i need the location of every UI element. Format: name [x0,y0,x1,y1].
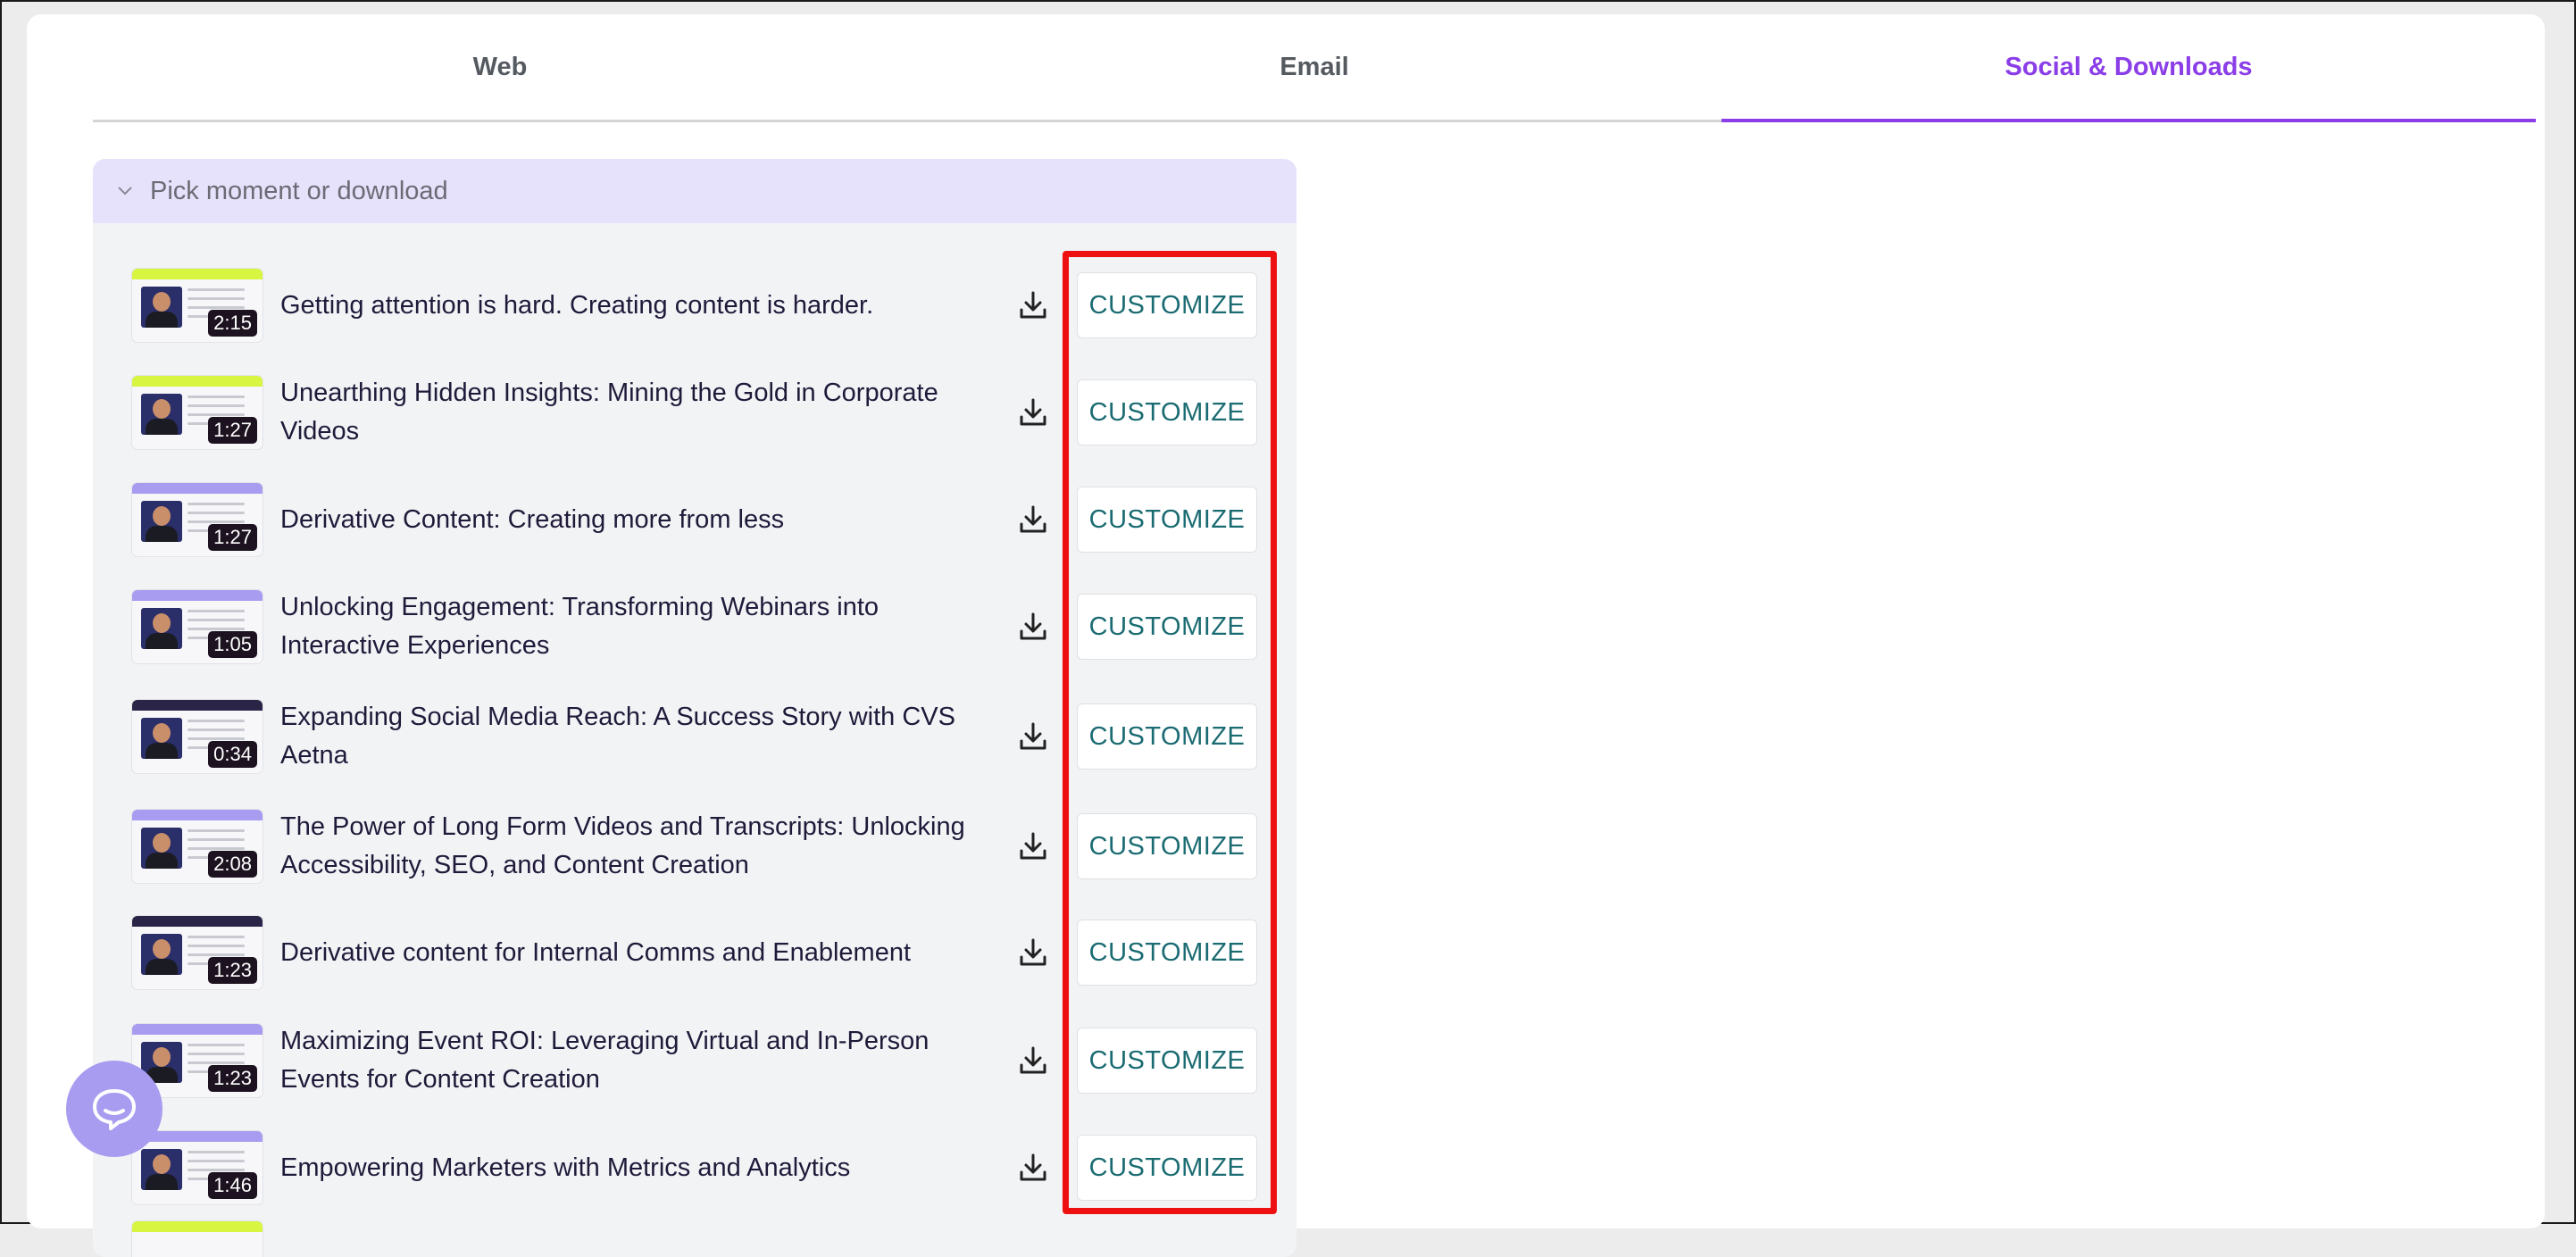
moment-thumbnail[interactable]: 1:05 [132,590,263,663]
download-icon[interactable] [1016,829,1050,863]
thumbnail-banner [132,700,263,711]
speaker-image [141,608,182,649]
customize-button[interactable]: CUSTOMIZE [1077,272,1257,338]
customize-button[interactable]: CUSTOMIZE [1077,379,1257,445]
moment-title: Maximizing Event ROI: Leveraging Virtual… [280,1027,930,1094]
moment-thumbnail[interactable]: 1:23 [132,916,263,989]
thumbnail-banner [132,1024,263,1035]
moment-thumbnail[interactable]: 1:46 [132,1131,263,1204]
thumbnail-banner [132,483,263,494]
duration-badge: 2:15 [208,310,257,337]
customize-button[interactable]: CUSTOMIZE [1077,813,1257,879]
moment-row[interactable]: 2:15 Getting attention is hard. Creating … [93,252,1296,359]
moment-thumbnail[interactable]: 1:27 [132,483,263,556]
speaker-image [141,394,182,435]
panel-header[interactable]: Pick moment or download [93,159,1296,223]
duration-badge: 1:46 [208,1172,257,1199]
thumbnail-banner [132,376,263,387]
thumbnail-banner [132,269,263,279]
customize-button[interactable]: CUSTOMIZE [1077,920,1257,986]
moment-row[interactable]: 0:34 Expanding Social Media Reach: A Succ… [93,683,1296,790]
tab-bar: Web Email Social & Downloads [93,14,2536,122]
moment-row[interactable]: 1:05 Unlocking Engagement: Transforming W… [93,573,1296,680]
moment-thumbnail[interactable]: 1:27 [132,376,263,449]
tab-social-downloads[interactable]: Social & Downloads [1722,14,2536,122]
moment-row[interactable]: 1:27 Unearthing Hidden Insights: Mining t… [93,359,1296,466]
duration-badge: 0:34 [208,741,257,768]
duration-badge: 2:08 [208,851,257,878]
chat-bubble-icon [93,1089,136,1130]
download-icon[interactable] [1016,720,1050,753]
moment-row[interactable]: 1:27 Derivative Content: Creating more fr… [93,466,1296,573]
moment-title: Getting attention is hard. Creating cont… [280,290,874,320]
moment-title: Unlocking Engagement: Transforming Webin… [280,593,880,660]
moment-thumbnail[interactable]: 2:08 [132,810,263,883]
moment-row[interactable]: 1:23 Derivative content for Internal Comm… [93,899,1296,1006]
customize-button[interactable]: CUSTOMIZE [1077,594,1257,660]
moment-row[interactable]: 2:08 The Power of Long Form Videos and Tr… [93,793,1296,900]
download-icon[interactable] [1016,503,1050,537]
customize-button[interactable]: CUSTOMIZE [1077,703,1257,770]
download-icon[interactable] [1016,1044,1050,1078]
speaker-image [141,501,182,542]
thumbnail-banner [132,810,263,820]
download-icon[interactable] [1016,395,1050,429]
moment-thumbnail[interactable]: 2:15 [132,269,263,342]
download-icon[interactable] [1016,1151,1050,1185]
speaker-image [141,287,182,328]
duration-badge: 1:27 [208,524,257,551]
moment-title: Unearthing Hidden Insights: Mining the G… [280,379,938,445]
customize-button[interactable]: CUSTOMIZE [1077,1028,1257,1094]
content-card: Web Email Social & Downloads Pick moment… [27,14,2545,1257]
thumbnail-banner [132,1131,263,1142]
moments-panel: Pick moment or download 2:15 Getting atte… [93,159,1296,1257]
moment-row[interactable]: 1:46 Empowering Marketers with Metrics an… [93,1114,1296,1221]
speaker-image [141,934,182,975]
customize-button[interactable]: CUSTOMIZE [1077,487,1257,553]
moment-title: The Power of Long Form Videos and Transc… [280,812,965,879]
chat-button[interactable] [66,1061,163,1157]
moment-title: Expanding Social Media Reach: A Success … [280,703,955,770]
download-icon[interactable] [1016,936,1050,970]
tab-web[interactable]: Web [472,52,528,81]
panel-header-label: Pick moment or download [150,176,448,205]
moment-title: Derivative content for Internal Comms an… [280,937,912,967]
moment-title: Empowering Marketers with Metrics and An… [280,1153,851,1182]
speaker-image [141,1149,182,1190]
thumbnail-banner [132,1221,263,1232]
moment-row[interactable]: 1:23 Maximizing Event ROI: Leveraging Vir… [93,1007,1296,1114]
duration-badge: 1:23 [208,957,257,984]
duration-badge: 1:27 [208,417,257,444]
chevron-down-icon [114,180,136,202]
customize-highlight-box [1063,251,1277,1214]
moment-title: Derivative Content: Creating more from l… [280,504,785,534]
download-icon[interactable] [1016,288,1050,322]
moment-thumbnail[interactable]: 0:34 [132,700,263,773]
thumbnail-banner [132,590,263,601]
duration-badge: 1:23 [208,1065,257,1092]
tab-email[interactable]: Email [1280,52,1349,81]
moment-thumbnail[interactable]: 1:23 [132,1024,263,1097]
duration-badge: 1:05 [208,631,257,658]
speaker-image [141,718,182,759]
speaker-image [141,828,182,869]
download-icon[interactable] [1016,610,1050,644]
moment-thumbnail-partial[interactable] [132,1221,263,1257]
thumbnail-banner [132,916,263,927]
customize-button[interactable]: CUSTOMIZE [1077,1135,1257,1201]
